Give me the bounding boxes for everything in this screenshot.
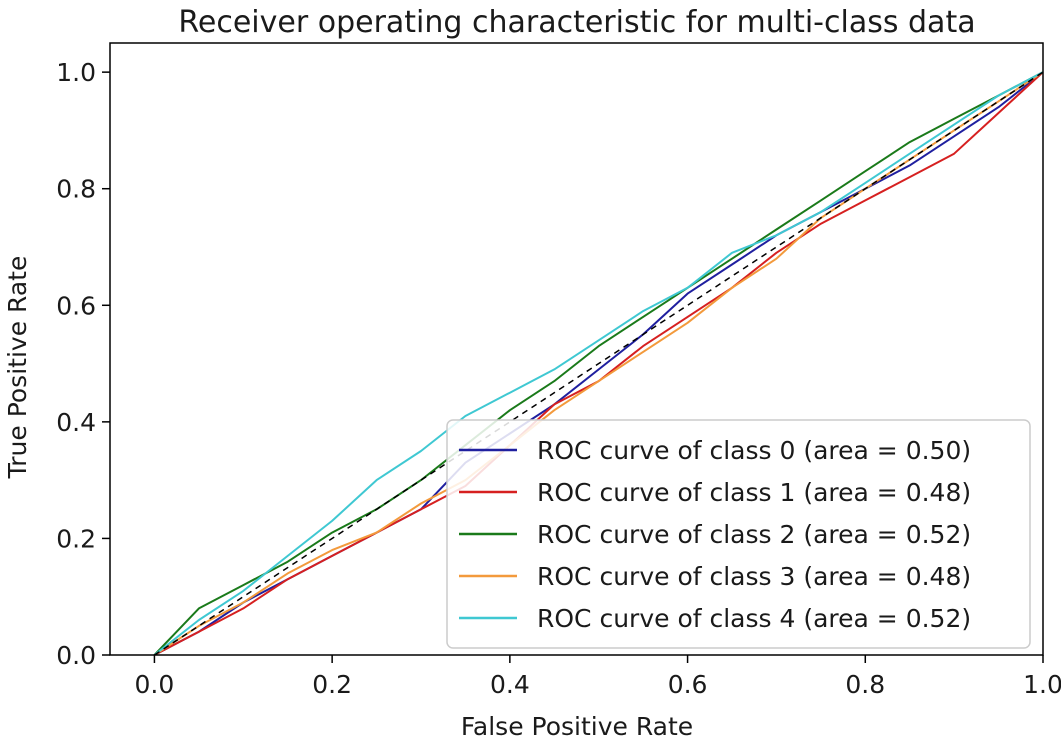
x-tick-label: 1.0 — [1023, 670, 1061, 699]
chance-diagonal-line — [154, 71, 1044, 656]
legend-label-class-0: ROC curve of class 0 (area = 0.50) — [537, 436, 971, 465]
y-tick-label: 0.4 — [56, 408, 96, 437]
y-tick-label: 1.0 — [56, 58, 96, 87]
y-tick-label: 0.0 — [56, 641, 96, 670]
chart-title: Receiver operating characteristic for mu… — [178, 5, 975, 40]
legend-label-class-2: ROC curve of class 2 (area = 0.52) — [537, 520, 971, 549]
x-axis-label: False Positive Rate — [461, 712, 693, 741]
axes-frame — [109, 42, 1044, 656]
roc-curve-class-2 — [153, 71, 1044, 656]
x-tick-label: 0.4 — [490, 670, 530, 699]
y-axis-ticks: 0.0 0.2 0.4 0.6 0.8 1.0 — [56, 58, 110, 670]
x-tick-label: 0.2 — [312, 670, 352, 699]
x-tick-label: 0.0 — [135, 670, 175, 699]
x-tick-label: 0.8 — [845, 670, 885, 699]
x-tick-label: 0.6 — [668, 670, 708, 699]
series-layer — [153, 71, 1044, 656]
legend-label-class-4: ROC curve of class 4 (area = 0.52) — [537, 604, 971, 633]
roc-curve-class-4 — [153, 71, 1044, 656]
y-tick-label: 0.6 — [56, 291, 96, 320]
y-tick-label: 0.2 — [56, 524, 96, 553]
y-axis-label: True Positive Rate — [3, 256, 32, 480]
x-axis-ticks: 0.0 0.2 0.4 0.6 0.8 1.0 — [135, 655, 1061, 699]
legend-box — [446, 419, 1031, 649]
legend: ROC curve of class 0 (area = 0.50) ROC cu… — [446, 419, 1031, 649]
y-tick-label: 0.8 — [56, 175, 96, 204]
legend-label-class-3: ROC curve of class 3 (area = 0.48) — [537, 562, 971, 591]
legend-label-class-1: ROC curve of class 1 (area = 0.48) — [537, 478, 971, 507]
